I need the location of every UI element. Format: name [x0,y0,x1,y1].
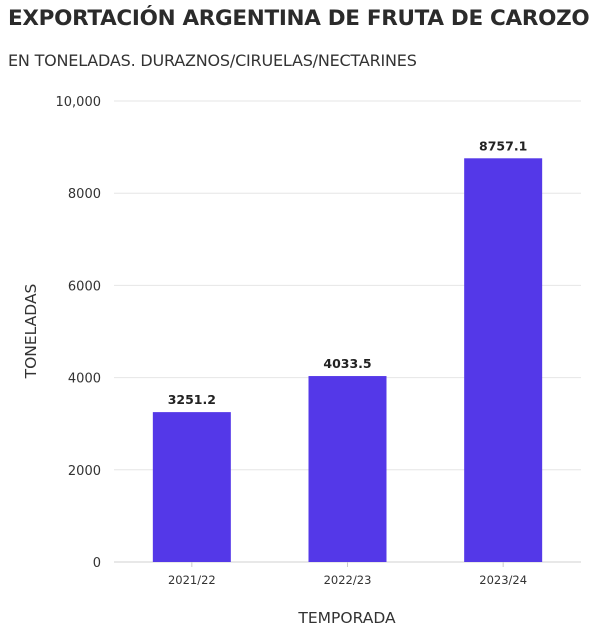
bar [308,376,387,562]
data-label: 3251.2 [168,392,216,407]
bar [464,158,543,563]
chart-subtitle: EN TONELADAS. DURAZNOS/CIRUELAS/NECTARIN… [8,51,417,70]
chart-title: EXPORTACIÓN ARGENTINA DE FRUTA DE CAROZO [8,6,590,31]
y-tick-label: 2000 [68,464,101,479]
y-tick-label: 0 [93,556,101,571]
y-axis-label: TONELADAS [22,284,40,380]
y-tick-label: 8000 [68,187,101,202]
x-axis-ticks: 2021/22 2022/23 2023/24 [168,562,527,587]
bar [152,412,231,562]
y-tick-label: 10,000 [56,95,102,110]
y-tick-label: 4000 [68,372,101,387]
y-tick-label: 6000 [68,279,101,294]
x-axis-label: TEMPORADA [297,609,396,627]
x-tick-label: 2021/22 [168,573,216,587]
x-tick-label: 2022/23 [324,573,372,587]
y-axis-ticks: 0 2000 4000 6000 8000 10,000 [56,95,102,571]
data-label: 4033.5 [323,356,371,371]
x-tick-label: 2023/24 [479,573,527,587]
data-label: 8757.1 [479,138,527,153]
data-labels: 3251.2 4033.5 8757.1 [168,138,528,407]
bars [152,158,543,563]
